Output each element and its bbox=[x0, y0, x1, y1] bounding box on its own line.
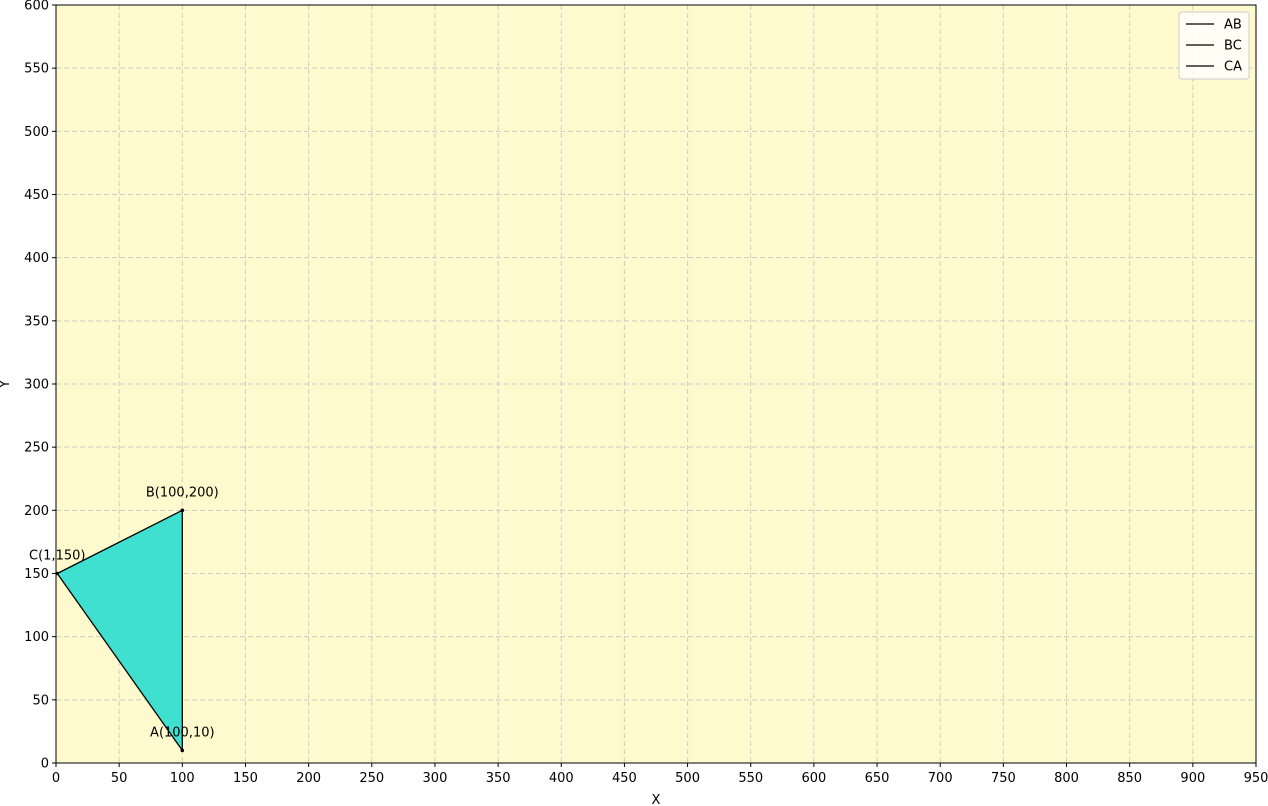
y-tick-label: 200 bbox=[24, 504, 49, 519]
x-tick-label: 250 bbox=[359, 771, 384, 786]
y-tick-label: 100 bbox=[24, 630, 49, 645]
x-tick-label: 700 bbox=[928, 771, 953, 786]
y-tick-label: 500 bbox=[24, 125, 49, 140]
x-tick-label: 500 bbox=[675, 771, 700, 786]
y-axis-ticks: 0 50 100 150 200 250 300 350 400 450 500 550 600 bbox=[24, 0, 56, 772]
x-axis-label: X bbox=[652, 793, 661, 806]
triangle-fill bbox=[57, 510, 183, 751]
point-b bbox=[180, 508, 185, 513]
y-tick-label: 150 bbox=[24, 567, 49, 582]
series-line-ca bbox=[56, 573, 183, 751]
x-axis-ticks: 0 50 100 150 200 250 300 350 400 450 500 550 600 650 7… bbox=[52, 763, 1268, 786]
point-label-c: C(1,150) bbox=[29, 549, 85, 564]
y-tick-label: 550 bbox=[24, 62, 49, 77]
x-tick-label: 200 bbox=[296, 771, 321, 786]
legend-label: AB bbox=[1224, 18, 1242, 33]
x-tick-label: 400 bbox=[549, 771, 574, 786]
x-tick-label: 600 bbox=[801, 771, 826, 786]
series-line-bc bbox=[56, 509, 183, 575]
series-lines bbox=[56, 509, 183, 751]
x-tick-label: 100 bbox=[170, 771, 195, 786]
x-tick-label: 450 bbox=[612, 771, 637, 786]
y-tick-label: 350 bbox=[24, 314, 49, 329]
legend-item-ca: CA bbox=[1186, 60, 1242, 75]
y-axis-label: Y bbox=[0, 380, 13, 389]
x-tick-label: 950 bbox=[1244, 771, 1268, 786]
point-label-a: A(100,10) bbox=[150, 725, 215, 740]
x-tick-label: 300 bbox=[423, 771, 448, 786]
x-tick-label: 0 bbox=[52, 771, 60, 786]
legend-item-ab: AB bbox=[1186, 18, 1242, 33]
legend-item-bc: BC bbox=[1186, 39, 1242, 54]
y-tick-label: 300 bbox=[24, 378, 49, 393]
x-tick-label: 850 bbox=[1117, 771, 1142, 786]
point-label-b: B(100,200) bbox=[146, 485, 219, 500]
x-tick-label: 350 bbox=[486, 771, 511, 786]
legend: AB BC CA bbox=[1178, 11, 1250, 80]
point-a bbox=[180, 748, 185, 753]
y-tick-label: 0 bbox=[41, 757, 49, 772]
y-tick-label: 400 bbox=[24, 251, 49, 266]
x-tick-label: 150 bbox=[233, 771, 258, 786]
y-tick-label: 50 bbox=[32, 693, 49, 708]
x-tick-label: 800 bbox=[1054, 771, 1079, 786]
x-tick-label: 650 bbox=[865, 771, 890, 786]
x-tick-label: 900 bbox=[1180, 771, 1205, 786]
legend-label: BC bbox=[1224, 39, 1242, 54]
y-tick-label: 600 bbox=[24, 0, 49, 14]
x-tick-label: 550 bbox=[738, 771, 763, 786]
x-tick-label: 50 bbox=[111, 771, 128, 786]
y-tick-label: 250 bbox=[24, 441, 49, 456]
legend-label: CA bbox=[1224, 60, 1242, 75]
y-tick-label: 450 bbox=[24, 188, 49, 203]
point-labels: A(100,10) B(100,200) C(1,150) bbox=[29, 485, 219, 740]
x-tick-label: 750 bbox=[991, 771, 1016, 786]
